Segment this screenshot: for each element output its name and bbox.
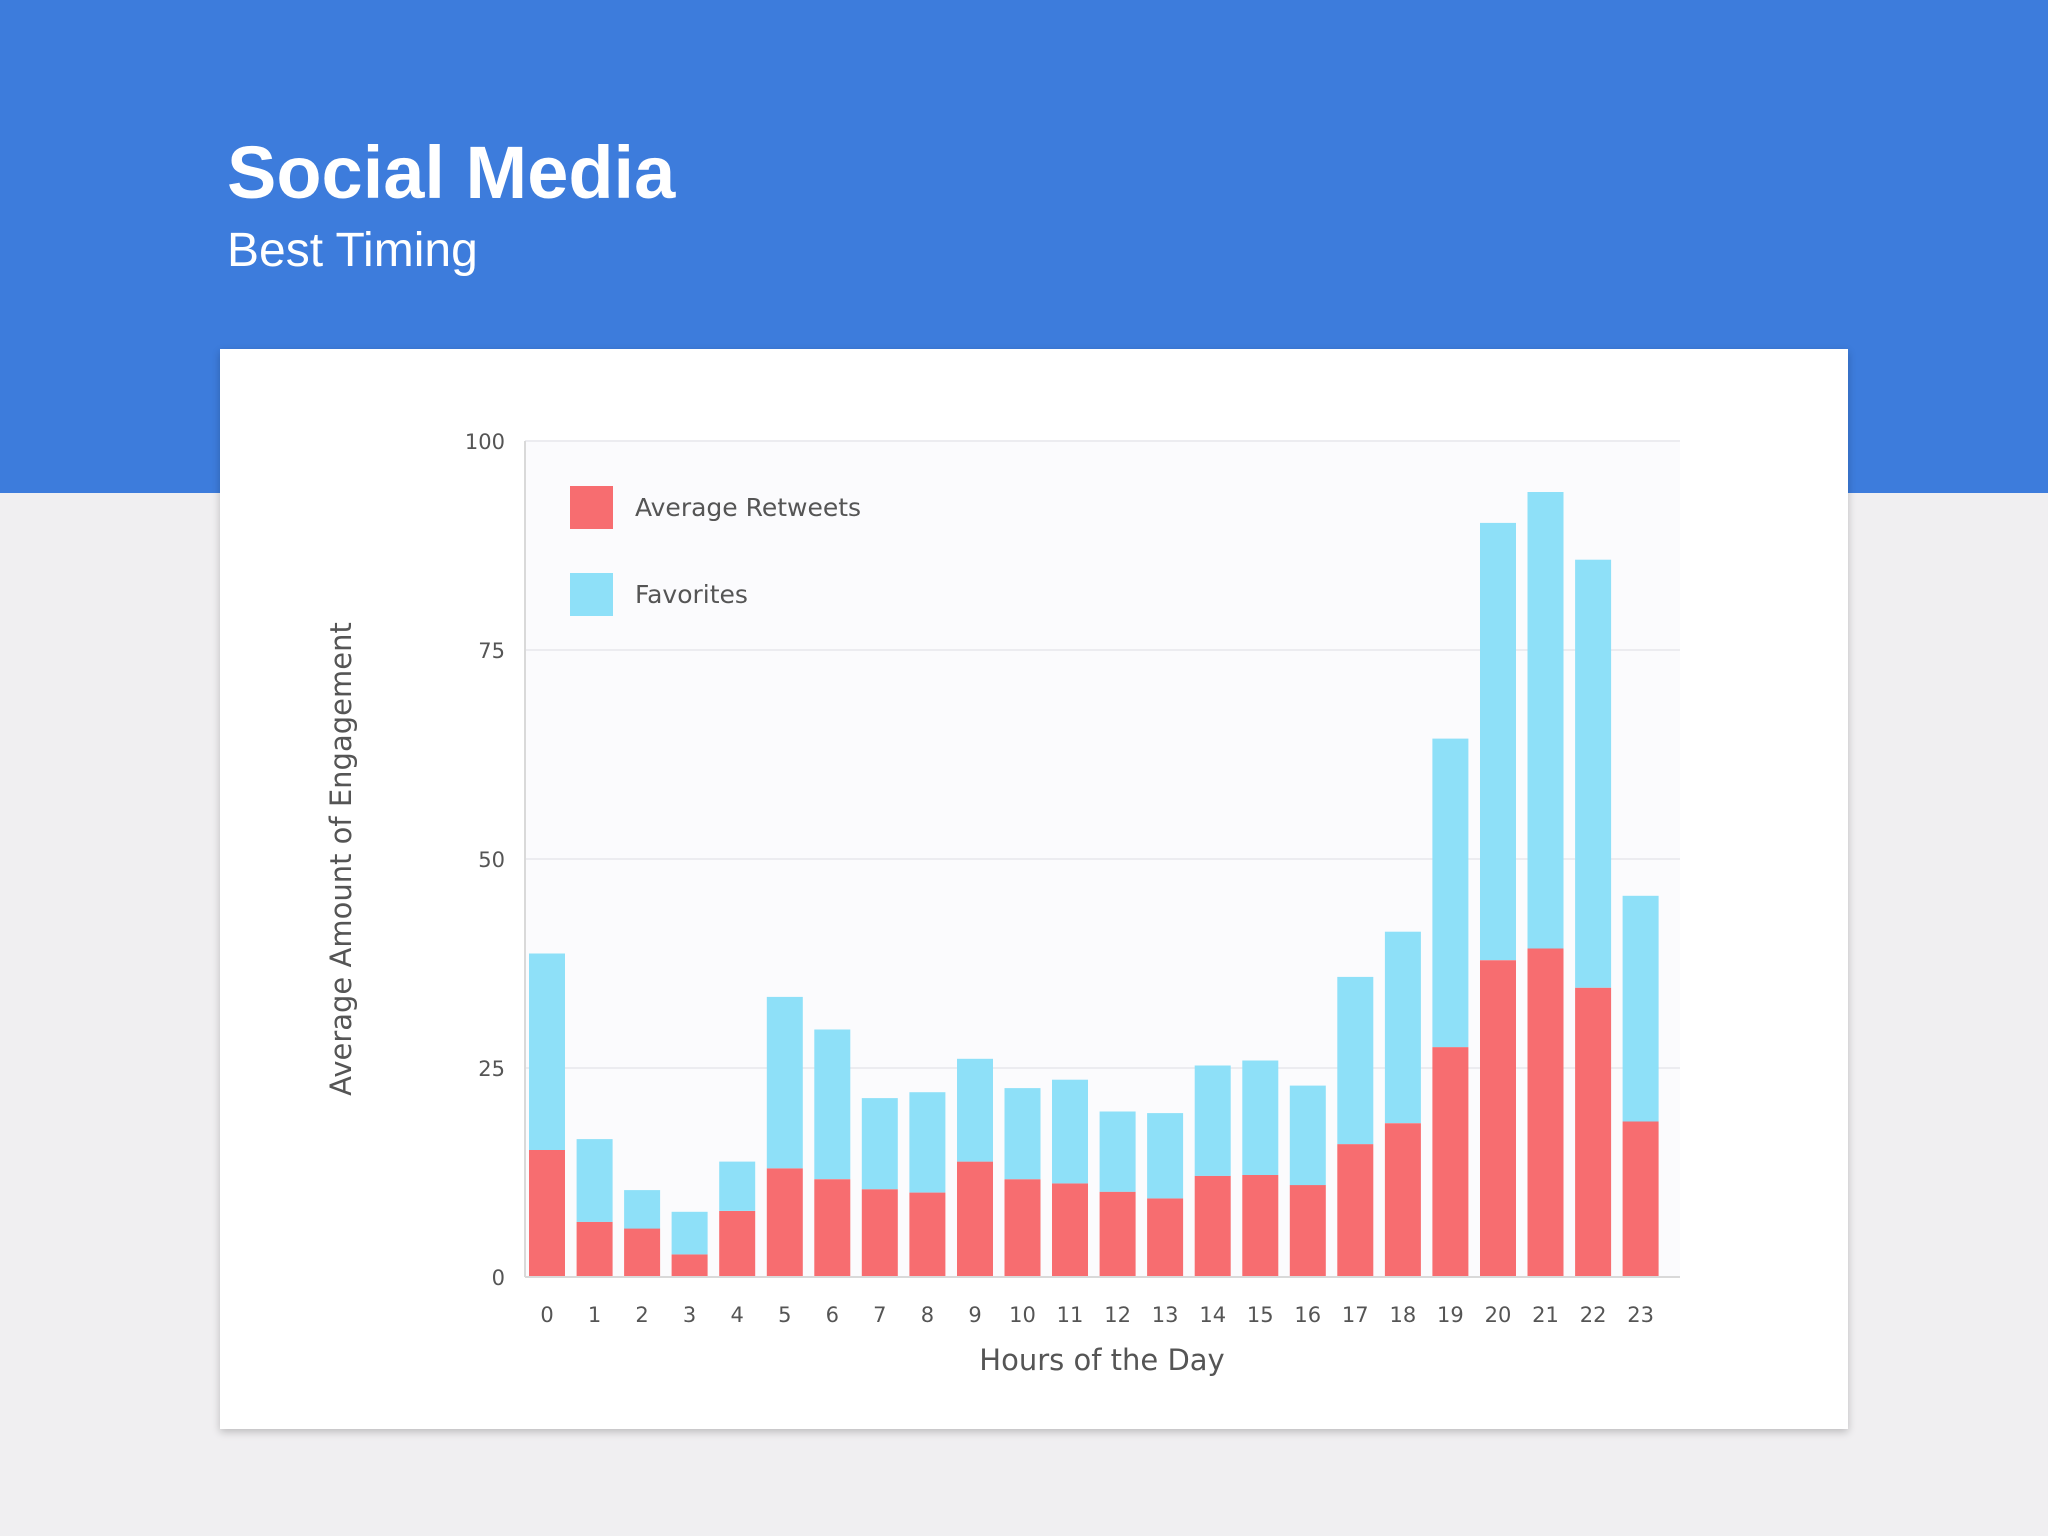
x-tick-label: 14: [1199, 1303, 1226, 1327]
y-tick-label: 0: [492, 1266, 505, 1290]
bar-retweets-2: [624, 1228, 661, 1277]
bar-retweets-16: [1289, 1185, 1326, 1277]
bar-retweets-11: [1052, 1183, 1088, 1277]
x-tick-label: 13: [1152, 1303, 1179, 1327]
x-tick-label: 16: [1294, 1303, 1321, 1327]
bar-favorites-12: [1099, 1111, 1136, 1192]
bar-retweets-9: [957, 1161, 993, 1277]
chart-card: 0 25 50 75 100 0 1 2 3 4 5 6 7 8 9 10 11 12 13 14 15 16 17 18 1…: [220, 349, 1848, 1429]
x-tick-labels: 0 1 2 3 4 5 6 7 8 9 10 11 12 13 14 15 16 17 18 19 20 21 22 23: [540, 1303, 1654, 1327]
bar-retweets-1: [576, 1221, 613, 1277]
x-tick-label: 8: [921, 1303, 934, 1327]
bar-retweets-6: [814, 1179, 851, 1277]
bar-retweets-0: [529, 1149, 565, 1277]
bar-favorites-18: [1384, 931, 1421, 1124]
x-tick-label: 22: [1580, 1303, 1607, 1327]
bar-retweets-19: [1432, 1047, 1469, 1277]
legend: Average Retweets Favorites: [570, 486, 861, 616]
bar-retweets-12: [1099, 1191, 1136, 1277]
x-tick-label: 23: [1627, 1303, 1654, 1327]
bar-retweets-8: [909, 1192, 946, 1277]
bar-favorites-13: [1147, 1113, 1184, 1199]
x-tick-label: 17: [1342, 1303, 1369, 1327]
x-tick-label: 15: [1247, 1303, 1274, 1327]
bar-favorites-2: [624, 1190, 661, 1229]
y-tick-label: 50: [478, 848, 505, 872]
y-tick-label: 25: [478, 1057, 505, 1081]
bar-favorites-22: [1575, 559, 1612, 988]
bar-favorites-23: [1622, 895, 1659, 1122]
bar-favorites-6: [814, 1029, 851, 1180]
x-tick-label: 18: [1390, 1303, 1417, 1327]
legend-swatch-favorites: [570, 573, 613, 616]
bar-favorites-8: [909, 1092, 946, 1193]
x-axis-title: Hours of the Day: [979, 1343, 1224, 1377]
bar-retweets-23: [1622, 1121, 1659, 1277]
x-tick-label: 20: [1485, 1303, 1512, 1327]
bar-retweets-14: [1194, 1175, 1231, 1277]
bar-favorites-16: [1289, 1085, 1326, 1186]
bar-favorites-14: [1194, 1065, 1231, 1176]
x-tick-label: 3: [683, 1303, 696, 1327]
bar-favorites-17: [1337, 976, 1374, 1145]
bar-favorites-4: [719, 1161, 756, 1211]
page-subtitle: Best Timing: [227, 224, 478, 277]
y-tick-labels: 0 25 50 75 100: [465, 430, 505, 1290]
bar-retweets-22: [1575, 987, 1612, 1277]
x-tick-label: 10: [1009, 1303, 1036, 1327]
bar-favorites-9: [957, 1058, 993, 1162]
bars: [529, 492, 1659, 1277]
y-tick-label: 75: [478, 639, 505, 663]
x-tick-label: 7: [873, 1303, 886, 1327]
x-tick-label: 1: [588, 1303, 601, 1327]
bar-retweets-21: [1527, 948, 1564, 1277]
y-tick-label: 100: [465, 430, 505, 454]
bar-favorites-19: [1432, 738, 1469, 1048]
x-tick-label: 12: [1104, 1303, 1131, 1327]
x-tick-label: 6: [826, 1303, 839, 1327]
bar-favorites-20: [1480, 522, 1516, 961]
bar-favorites-15: [1242, 1060, 1279, 1175]
x-tick-label: 2: [635, 1303, 648, 1327]
x-tick-label: 9: [968, 1303, 981, 1327]
bar-retweets-4: [719, 1211, 756, 1277]
legend-label-favorites: Favorites: [635, 580, 748, 609]
x-tick-label: 21: [1532, 1303, 1559, 1327]
bar-retweets-7: [861, 1189, 898, 1277]
bar-favorites-1: [576, 1139, 613, 1222]
x-tick-label: 0: [540, 1303, 553, 1327]
legend-label-retweets: Average Retweets: [635, 493, 861, 522]
x-tick-label: 4: [731, 1303, 744, 1327]
bar-retweets-15: [1242, 1175, 1279, 1277]
bar-retweets-13: [1147, 1198, 1184, 1277]
bar-retweets-3: [671, 1254, 708, 1277]
bar-favorites-21: [1527, 492, 1564, 949]
x-tick-label: 5: [778, 1303, 791, 1327]
legend-swatch-retweets: [570, 486, 613, 529]
bar-retweets-17: [1337, 1144, 1374, 1277]
bar-favorites-11: [1052, 1079, 1088, 1184]
bar-favorites-3: [671, 1211, 708, 1255]
x-tick-label: 19: [1437, 1303, 1464, 1327]
bar-retweets-5: [766, 1168, 803, 1277]
bar-favorites-0: [529, 953, 565, 1150]
bar-favorites-7: [861, 1098, 898, 1190]
x-tick-label: 11: [1057, 1303, 1084, 1327]
bar-retweets-20: [1480, 960, 1516, 1277]
bar-retweets-18: [1384, 1123, 1421, 1277]
bar-favorites-5: [766, 996, 803, 1169]
page-title: Social Media: [227, 131, 676, 214]
bar-retweets-10: [1004, 1179, 1041, 1277]
y-axis-title: Average Amount of Engagement: [324, 622, 358, 1096]
bar-favorites-10: [1004, 1088, 1041, 1180]
